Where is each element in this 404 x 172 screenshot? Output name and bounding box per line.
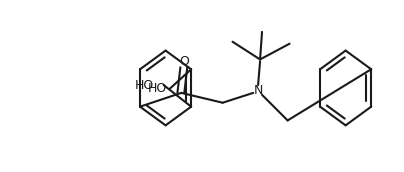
Text: N: N	[253, 84, 263, 97]
Text: HO: HO	[135, 78, 154, 92]
Text: O: O	[179, 55, 189, 68]
Text: HO: HO	[147, 82, 166, 95]
